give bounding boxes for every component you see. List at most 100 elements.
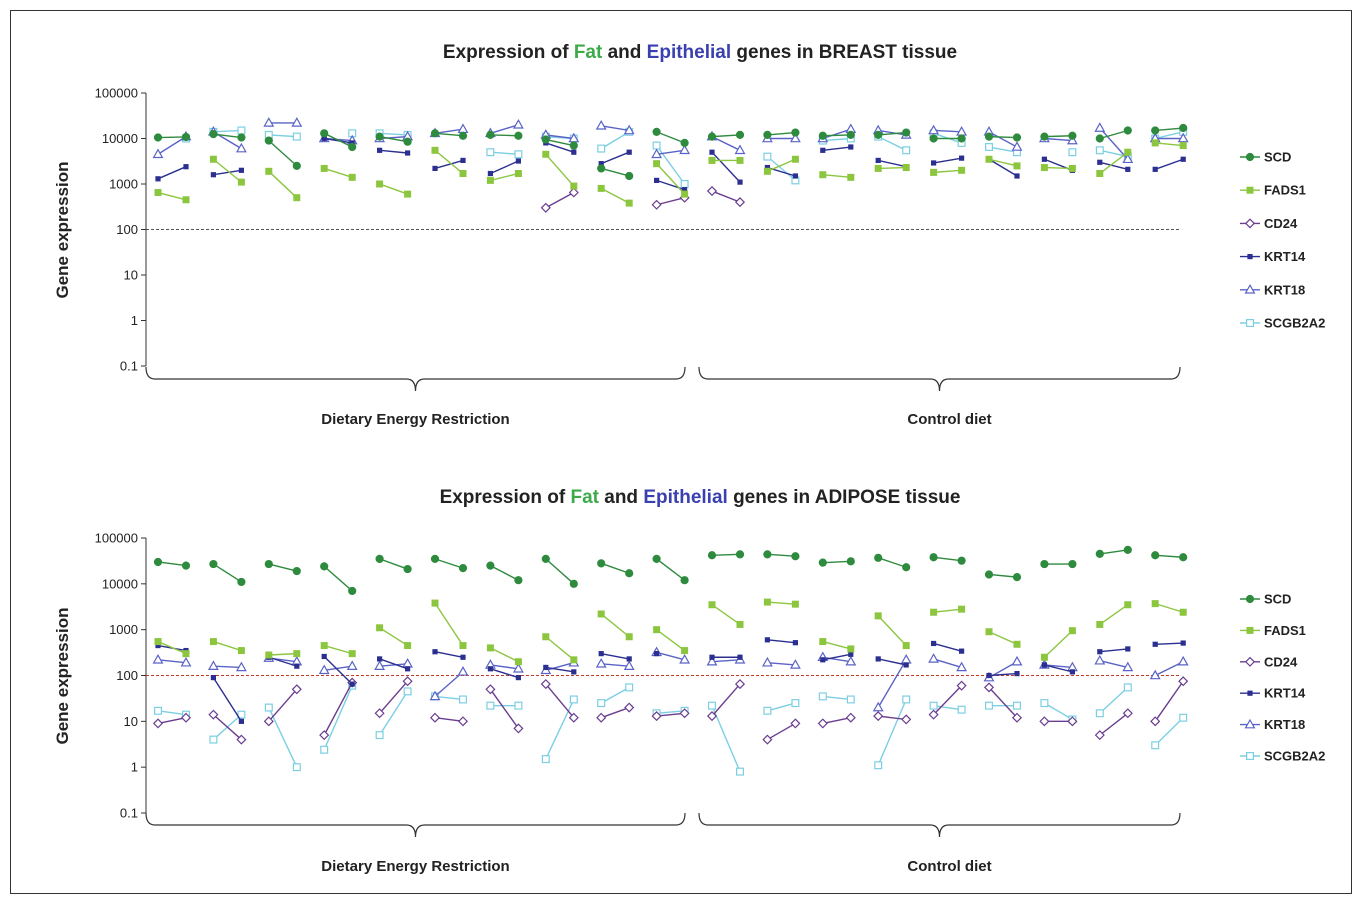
series-KRT18 — [152, 117, 1189, 164]
point-SCGB2A2 — [763, 152, 772, 161]
pair-line-SCD — [711, 553, 741, 556]
point-SCD — [153, 557, 163, 567]
point-SCD — [763, 130, 772, 139]
point-FADS1 — [1040, 164, 1048, 172]
point-FADS1 — [570, 182, 578, 190]
pair-line-SCD — [878, 131, 907, 136]
point-SCGB2A2 — [984, 143, 993, 152]
point-KRT18 — [623, 660, 635, 670]
pair-line-CD24 — [1099, 712, 1129, 736]
point-CD24 — [1094, 730, 1105, 741]
point-KRT18 — [235, 661, 247, 672]
point-FADS1 — [459, 170, 467, 178]
point-SCGB2A2 — [763, 706, 772, 715]
pair-line-CD24 — [711, 683, 741, 717]
point-FADS1 — [902, 642, 910, 650]
pair-line-SCD — [434, 132, 464, 137]
pair-line-SCD — [601, 167, 630, 177]
point-KRT14 — [1097, 649, 1103, 655]
pair-line-KRT14 — [323, 655, 353, 685]
group-brace — [698, 812, 1181, 838]
point-SCD — [569, 141, 578, 150]
point-CD24 — [706, 185, 718, 197]
pair-line-SCD — [379, 135, 408, 143]
point-KRT14 — [848, 144, 854, 150]
point-KRT14 — [405, 666, 411, 672]
point-SCD — [209, 129, 218, 139]
pair-line-SCD — [1044, 135, 1073, 138]
point-KRT14 — [405, 150, 411, 156]
point-KRT18 — [457, 666, 469, 676]
point-FADS1 — [708, 156, 716, 164]
point-KRT18 — [956, 661, 968, 672]
point-KRT14 — [903, 662, 909, 668]
point-KRT18 — [1122, 661, 1134, 672]
point-SCD — [403, 137, 412, 146]
legend: SCD FADS1 CD24 KRT14 KRT18 SCGB2A2 — [1240, 592, 1325, 764]
point-KRT18 — [595, 657, 607, 668]
point-SCD — [1123, 545, 1132, 555]
point-SCD — [984, 132, 994, 141]
pair-line-KRT14 — [601, 652, 630, 660]
point-SCD — [929, 134, 938, 143]
point-FADS1 — [1124, 601, 1132, 609]
point-FADS1 — [874, 164, 882, 172]
pair-line-CD24 — [212, 714, 242, 741]
y-tick-label: 1000 — [109, 622, 138, 637]
pair-line-KRT18 — [933, 129, 962, 133]
legend-label-FADS1: FADS1 — [1264, 623, 1306, 638]
point-SCD — [984, 570, 994, 579]
pair-line-FADS1 — [933, 169, 962, 174]
legend-marker-KRT18 — [1244, 718, 1256, 729]
point-FADS1 — [514, 658, 522, 666]
group-label: Control diet — [907, 411, 991, 428]
point-CD24 — [152, 718, 164, 729]
point-SCGB2A2 — [680, 180, 689, 189]
point-KRT18 — [595, 119, 607, 130]
point-CD24 — [568, 187, 579, 198]
pair-line-SCGB2A2 — [213, 129, 242, 133]
point-SCD — [874, 553, 883, 562]
point-CD24 — [845, 712, 856, 723]
point-FADS1 — [930, 168, 938, 176]
pair-line-SCGB2A2 — [767, 702, 796, 712]
point-CD24 — [1122, 708, 1133, 719]
point-FADS1 — [320, 642, 328, 650]
pair-line-KRT14 — [434, 651, 464, 658]
point-FADS1 — [597, 184, 605, 192]
point-KRT14 — [1152, 641, 1158, 647]
point-FADS1 — [985, 155, 993, 163]
pair-line-KRT14 — [822, 146, 851, 152]
pair-line-CD24 — [489, 688, 519, 729]
pair-line-FADS1 — [1099, 604, 1129, 626]
point-SCD — [625, 569, 634, 578]
point-SCGB2A2 — [929, 701, 938, 710]
point-CD24 — [568, 712, 579, 723]
pair-line-FADS1 — [767, 158, 796, 172]
point-CD24 — [291, 684, 302, 695]
y-tick-label: 100 — [116, 668, 138, 683]
point-FADS1 — [431, 146, 439, 154]
chart-title-epi: Epithelial — [643, 487, 727, 508]
point-FADS1 — [819, 638, 827, 646]
point-KRT18 — [457, 123, 469, 134]
y-tick-label: 1000 — [109, 177, 138, 192]
point-SCGB2A2 — [264, 703, 273, 712]
point-SCD — [597, 559, 606, 568]
point-CD24 — [596, 712, 607, 723]
pair-line-SCD — [822, 560, 851, 564]
point-SCGB2A2 — [209, 735, 218, 744]
point-KRT14 — [432, 165, 438, 172]
pair-line-SCGB2A2 — [877, 135, 907, 151]
point-SCGB2A2 — [320, 745, 329, 754]
pair-line-KRT14 — [656, 179, 685, 191]
series-SCGB2A2 — [182, 126, 1188, 189]
point-SCD — [237, 577, 246, 587]
pair-line-SCGB2A2 — [490, 151, 519, 155]
point-CD24 — [706, 711, 718, 722]
point-KRT18 — [789, 132, 801, 143]
pair-line-SCGB2A2 — [600, 686, 630, 704]
point-SCD — [597, 164, 606, 173]
point-SCD — [818, 131, 827, 140]
pair-line-FADS1 — [656, 629, 686, 652]
